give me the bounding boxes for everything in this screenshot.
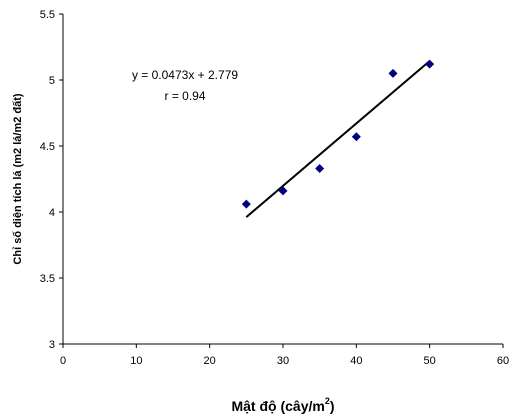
data-point [278, 186, 288, 196]
y-tick-label: 4.5 [40, 141, 55, 153]
y-tick-label: 3 [49, 339, 55, 351]
x-tick-label: 10 [130, 355, 142, 367]
x-axis-title-superscript: 2 [325, 396, 330, 406]
y-ticks: 3 3.5 4 4.5 5 5.5 [40, 9, 63, 351]
y-tick-label: 4 [49, 207, 55, 219]
x-tick-label: 50 [424, 355, 436, 367]
data-point [315, 163, 325, 173]
x-tick-label: 20 [204, 355, 216, 367]
x-tick-label: 60 [497, 355, 509, 367]
y-axis-title: Chỉ số diện tích lá (m2 lá/m2 đất) [12, 93, 24, 264]
x-tick-label: 0 [60, 355, 66, 367]
x-ticks: 0 10 20 30 40 50 60 [60, 344, 509, 367]
x-axis-title: Mật độ (cây/m2) [231, 396, 334, 414]
data-point [388, 68, 398, 78]
data-point [425, 59, 435, 69]
x-axis-title-close: ) [330, 398, 335, 414]
y-tick-label: 5 [49, 75, 55, 87]
plot-area: 3 3.5 4 4.5 5 5.5 0 10 20 30 40 50 60 y = 0.0473x +… [40, 9, 509, 367]
data-points [241, 59, 435, 209]
x-tick-label: 40 [350, 355, 362, 367]
y-tick-label: 3.5 [40, 273, 55, 285]
data-point [241, 199, 251, 209]
x-axis-title-main: Mật độ (cây/m [231, 398, 324, 414]
y-tick-label: 5.5 [40, 9, 55, 21]
r-value-label: r = 0.94 [164, 89, 205, 103]
equation-label: y = 0.0473x + 2.779 [132, 68, 238, 82]
data-point [351, 132, 361, 142]
x-tick-label: 30 [277, 355, 289, 367]
trendline [245, 60, 431, 218]
